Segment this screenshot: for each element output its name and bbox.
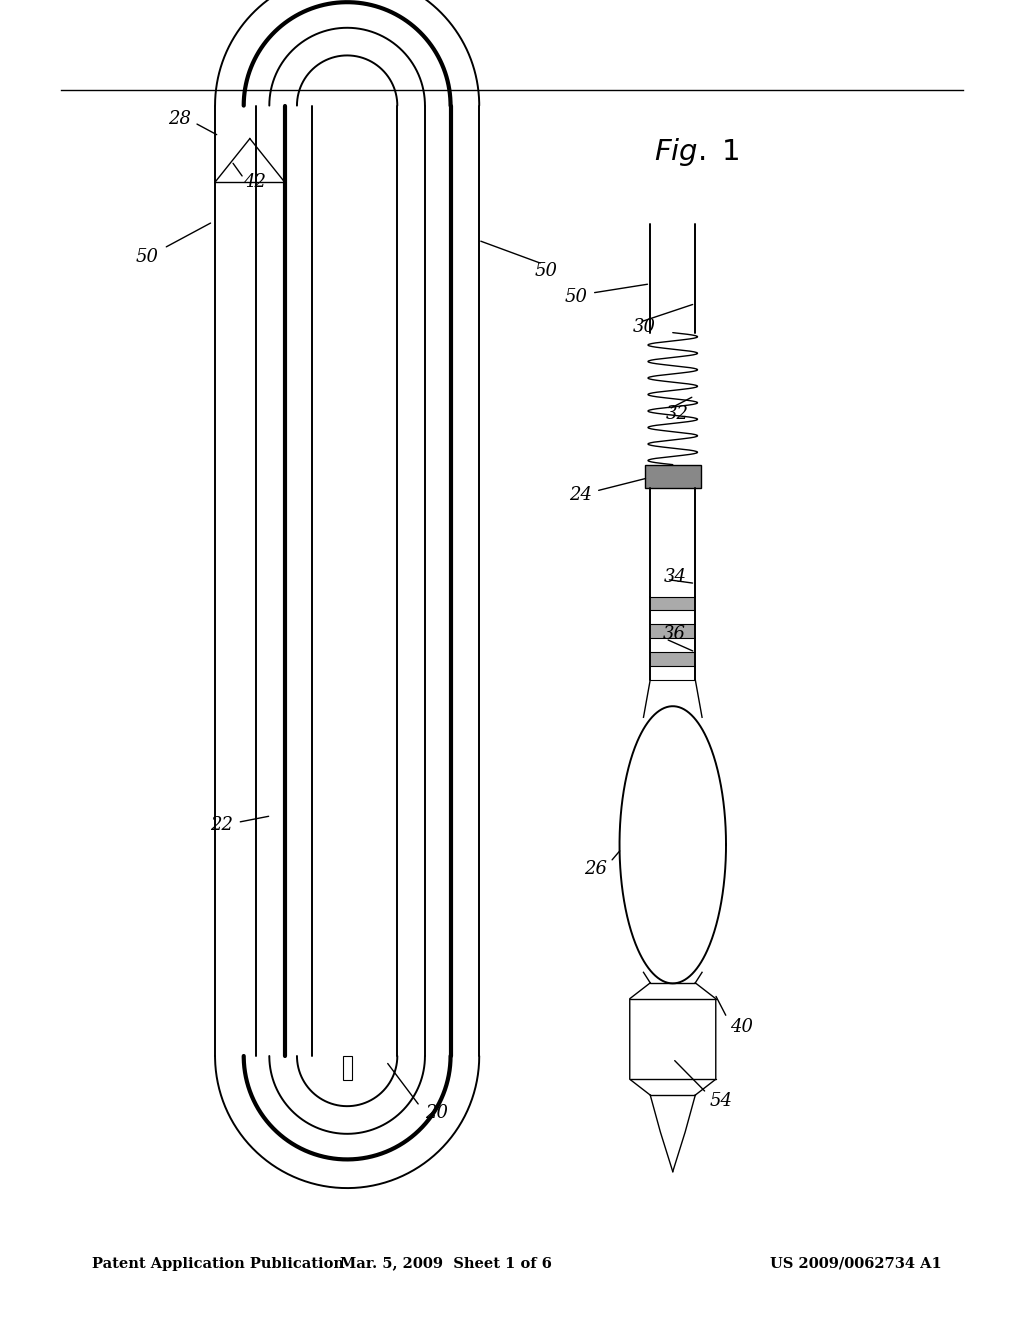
Text: 32: 32 (666, 405, 688, 424)
Text: 22: 22 (211, 816, 233, 834)
Bar (650, 610, 695, 624)
Text: Patent Application Publication: Patent Application Publication (92, 1257, 344, 1271)
Bar (650, 652, 695, 667)
Bar (650, 667, 695, 680)
Text: 24: 24 (569, 486, 592, 504)
Text: 28: 28 (168, 110, 190, 128)
Bar (650, 639, 695, 652)
Text: Mar. 5, 2009  Sheet 1 of 6: Mar. 5, 2009 Sheet 1 of 6 (340, 1257, 551, 1271)
Text: 30: 30 (633, 318, 655, 337)
Bar (342, 1056, 352, 1080)
Text: 26: 26 (585, 859, 607, 878)
Bar (650, 624, 695, 639)
Bar (650, 597, 695, 610)
Text: 54: 54 (710, 1092, 732, 1110)
Bar (645, 465, 701, 488)
Text: 42: 42 (243, 173, 265, 191)
Text: 36: 36 (663, 624, 685, 643)
Text: 40: 40 (730, 1018, 753, 1036)
Text: 50: 50 (136, 248, 159, 267)
Text: $\mathit{Fig.\ 1}$: $\mathit{Fig.\ 1}$ (653, 136, 739, 168)
Text: 34: 34 (664, 568, 686, 586)
Text: 50: 50 (565, 288, 588, 306)
Text: 20: 20 (425, 1104, 447, 1122)
Text: US 2009/0062734 A1: US 2009/0062734 A1 (770, 1257, 942, 1271)
Text: 50: 50 (536, 261, 558, 280)
